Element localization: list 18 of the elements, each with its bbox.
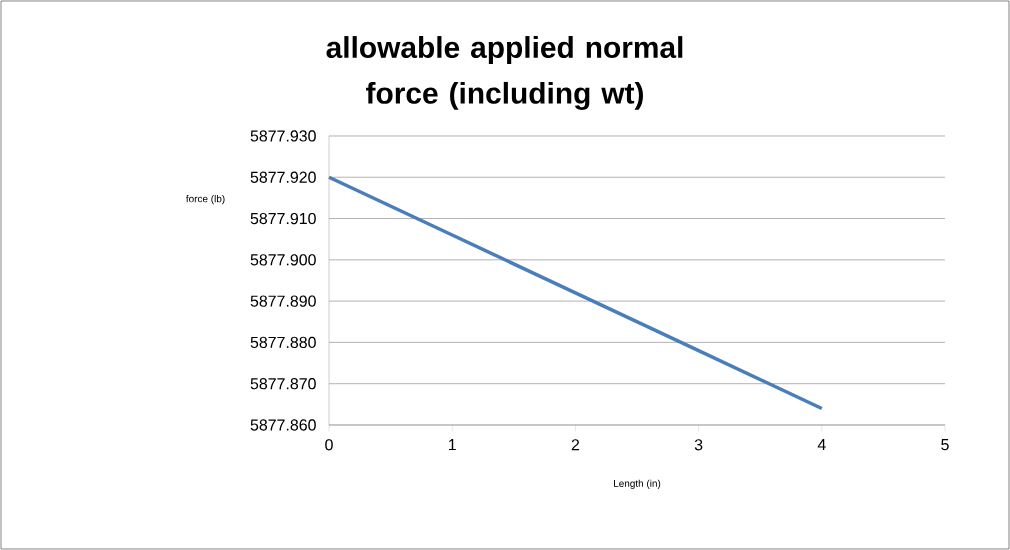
- x-tick-label: 4: [817, 439, 826, 451]
- x-tick-label: 1: [449, 439, 456, 451]
- y-tick-label: 5877.910: [250, 212, 316, 225]
- x-tick-label: 0: [325, 439, 333, 451]
- x-axis-title: Length (in): [614, 479, 661, 489]
- x-tick-label: 5: [941, 439, 949, 451]
- chart-title: allowable applied normal force (including wt): [326, 36, 683, 110]
- line-series: [327, 175, 824, 411]
- y-tick-label: 5877.920: [250, 171, 316, 183]
- y-axis-title: force (lb): [186, 194, 225, 205]
- x-tick-label: 2: [571, 439, 580, 451]
- y-tick-label: 5877.900: [250, 254, 316, 266]
- y-tick-label: 5877.890: [250, 295, 316, 307]
- x-tick-label: 3: [694, 439, 703, 451]
- y-tick-label: 5877.930: [250, 130, 316, 142]
- y-tick-label: 5877.860: [250, 419, 316, 431]
- y-tick-label: 5877.870: [250, 378, 316, 390]
- y-tick-label: 5877.880: [250, 336, 316, 349]
